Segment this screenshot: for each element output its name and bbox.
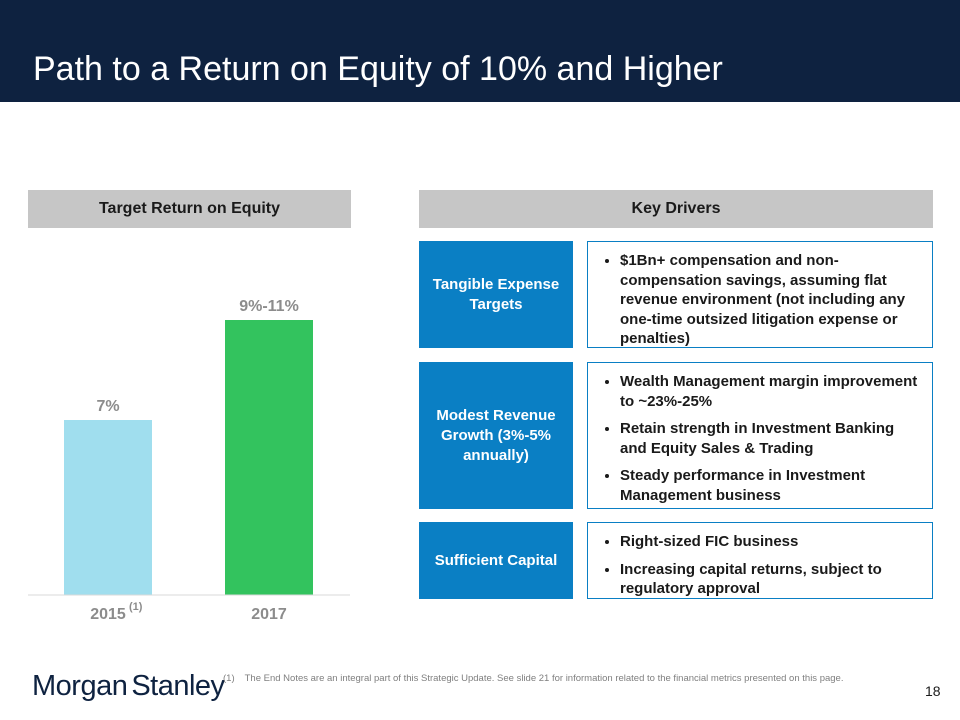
logo-word-morgan: Morgan [32,670,128,702]
roe-bar-chart: 7% 2015 (1) 9%-11% 2017 [28,298,350,623]
header-bar: Path to a Return on Equity of 10% and Hi… [0,0,960,102]
bar-2015 [64,420,152,595]
driver-bullet: Right-sized FIC business [620,532,924,552]
driver-bullet: Steady performance in Investment Managem… [620,466,924,505]
driver-bullet: Wealth Management margin improvement to … [620,372,924,411]
driver-label-revenue: Modest Revenue Growth (3%-5% annually) [419,362,573,509]
data-label-2017: 9%-11% [239,298,299,315]
driver-bullet: $1Bn+ compensation and non-compensation … [620,251,924,349]
bar-2017 [225,320,313,595]
key-drivers-heading: Key Drivers [419,190,933,228]
tick-superscript-2015: (1) [129,601,143,613]
driver-detail-capital: Right-sized FIC business Increasing capi… [587,522,933,599]
footnote-number: (1) [223,673,235,684]
driver-detail-expense: $1Bn+ compensation and non-compensation … [587,241,933,348]
driver-label-capital: Sufficient Capital [419,522,573,599]
driver-detail-revenue: Wealth Management margin improvement to … [587,362,933,509]
tick-label-2017: 2017 [251,606,287,623]
footnote: (1) The End Notes are an integral part of… [223,673,843,684]
page-title: Path to a Return on Equity of 10% and Hi… [33,50,723,88]
driver-label-expense: Tangible Expense Targets [419,241,573,348]
tick-label-2015: 2015 [90,606,126,623]
driver-bullet: Increasing capital returns, subject to r… [620,560,924,599]
footnote-text: The End Notes are an integral part of th… [244,673,844,684]
morgan-stanley-logo: Morgan Stanley [32,670,225,703]
roe-section-heading: Target Return on Equity [28,190,351,228]
logo-word-stanley: Stanley [131,670,225,702]
data-label-2015: 7% [96,398,119,415]
driver-bullet: Retain strength in Investment Banking an… [620,419,924,458]
page-number: 18 [925,683,941,699]
